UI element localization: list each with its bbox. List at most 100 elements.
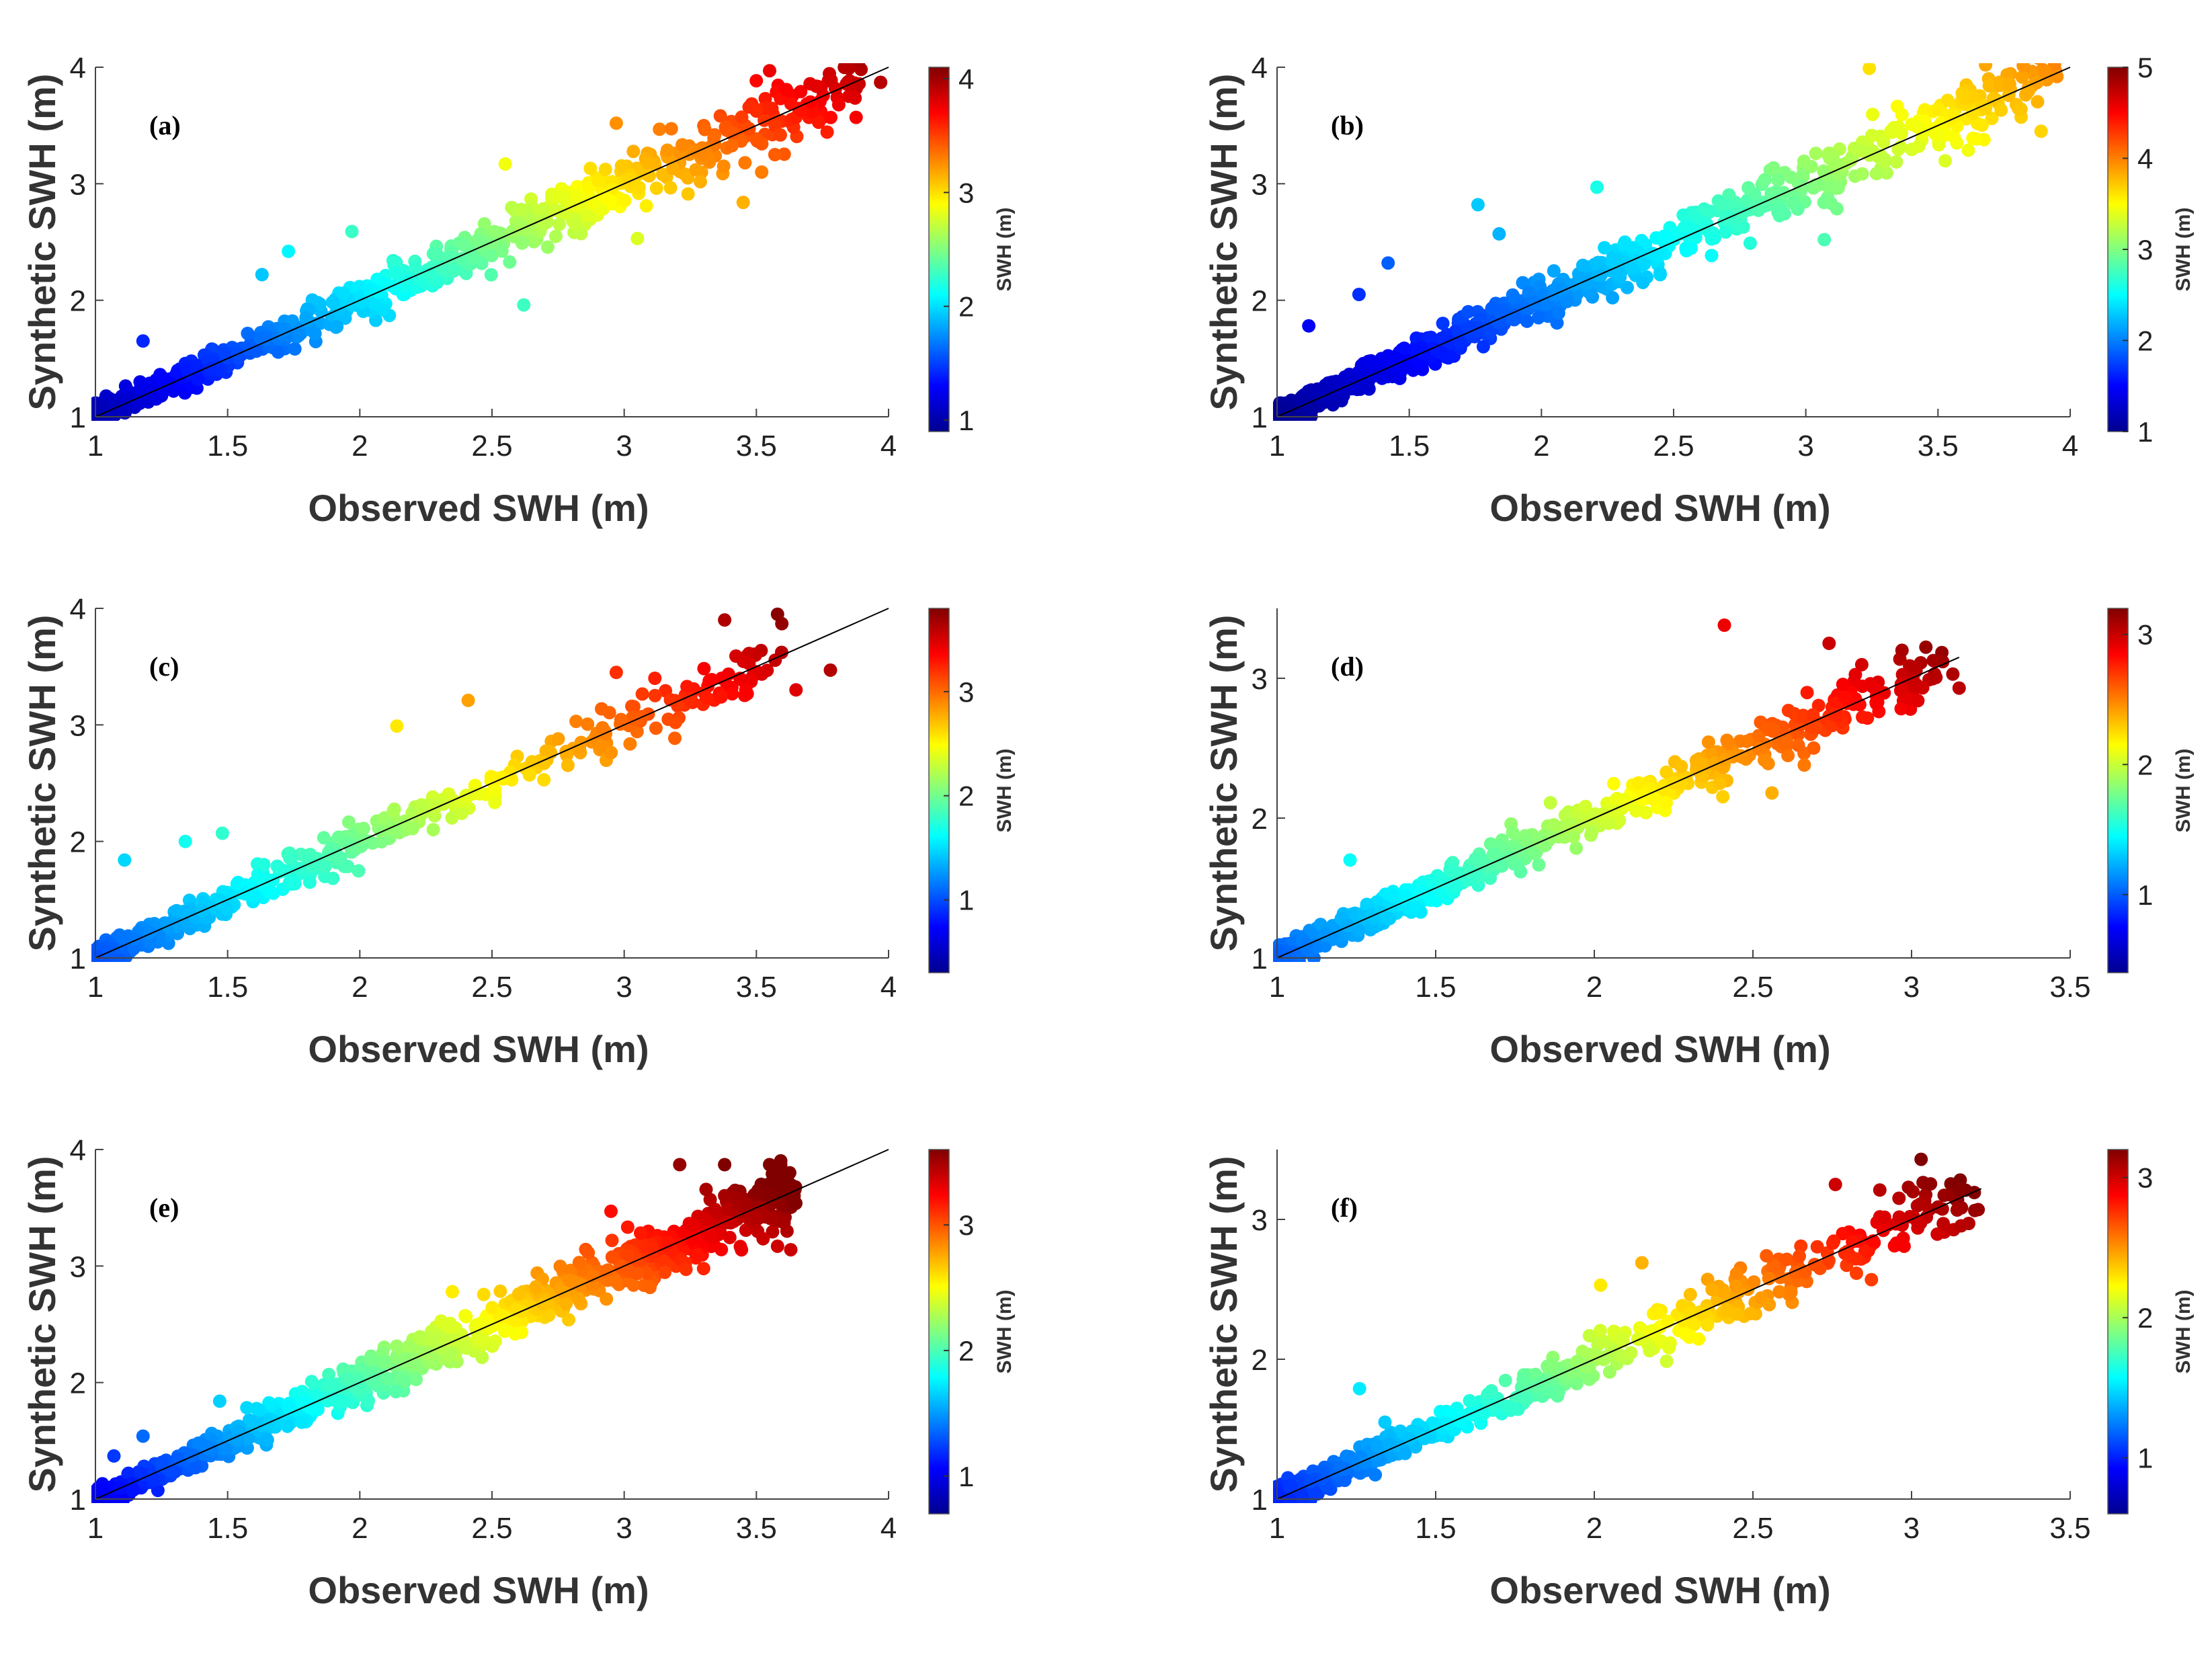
scatter-point xyxy=(1366,366,1381,380)
colorbar-label: SWH (m) xyxy=(2172,749,2195,833)
scatter-point xyxy=(421,1346,435,1361)
scatter-point xyxy=(609,666,623,680)
scatter-point xyxy=(1800,686,1814,700)
y-tick-label: 3 xyxy=(70,709,86,742)
scatter-point xyxy=(567,1275,581,1289)
scatter-point xyxy=(1387,890,1401,903)
colorbar-label: SWH (m) xyxy=(993,1290,1016,1374)
scatter-point xyxy=(1273,951,1284,962)
scatter-point xyxy=(1930,128,1944,142)
scatter-point xyxy=(231,1433,245,1447)
y-tick-label: 3 xyxy=(70,168,86,201)
scatter-point xyxy=(1302,319,1316,333)
scatter-point xyxy=(1822,637,1836,650)
scatter-point xyxy=(689,163,703,177)
panel-label: (a) xyxy=(149,110,181,140)
scatter-point xyxy=(417,802,431,816)
colorbar-label: SWH (m) xyxy=(2172,208,2195,292)
y-axis-title: Synthetic SWH (m) xyxy=(21,74,63,411)
scatter-point xyxy=(284,851,298,865)
scatter-point xyxy=(1653,266,1667,280)
x-axis-title: Observed SWH (m) xyxy=(308,1569,649,1611)
y-tick-label: 3 xyxy=(70,1250,86,1283)
scatter-point xyxy=(1631,776,1645,790)
scatter-point xyxy=(842,63,856,75)
scatter-point xyxy=(278,864,292,878)
scatter-point xyxy=(1607,253,1621,267)
scatter-point xyxy=(219,1442,233,1456)
scatter-point xyxy=(559,1297,573,1311)
scatter-point xyxy=(1765,786,1779,800)
scatter-point xyxy=(402,1339,416,1353)
scatter-point xyxy=(215,826,229,840)
fit-line xyxy=(1276,656,1960,959)
scatter-point xyxy=(643,1281,657,1295)
scatter-point xyxy=(1830,157,1844,171)
scatter-point xyxy=(91,950,102,962)
y-axis-title: Synthetic SWH (m) xyxy=(1202,615,1245,952)
scatter-point xyxy=(390,719,404,733)
scatter-point xyxy=(642,169,656,183)
scatter-point xyxy=(455,251,469,266)
scatter-point xyxy=(1852,698,1867,712)
colorbar xyxy=(928,1149,950,1515)
scatter-point xyxy=(598,163,612,176)
scatter-point xyxy=(1598,241,1612,255)
scatter-point xyxy=(794,85,808,99)
scatter-point xyxy=(1492,227,1506,241)
scatter-point xyxy=(308,327,322,341)
scatter-point xyxy=(1486,847,1500,861)
scatter-point xyxy=(1516,276,1530,290)
scatter-point xyxy=(1606,290,1620,305)
scatter-point xyxy=(1520,833,1534,847)
scatter-point xyxy=(97,1482,111,1496)
scatter-point xyxy=(645,1241,659,1255)
scatter-point xyxy=(784,1243,798,1257)
scatter-point xyxy=(1352,288,1366,301)
scatter-point xyxy=(742,100,756,114)
scatter-point xyxy=(1865,128,1879,143)
scatter-point xyxy=(824,110,837,124)
scatter-point xyxy=(177,904,191,918)
scatter-point xyxy=(1526,846,1541,860)
scatter-point xyxy=(553,1259,567,1273)
scatter-point xyxy=(1532,858,1546,872)
scatter-point xyxy=(280,1419,294,1433)
scatter-point xyxy=(1895,643,1909,657)
scatter-point xyxy=(770,1239,784,1253)
scatter-point xyxy=(136,1467,150,1481)
scatter-point xyxy=(668,731,682,745)
x-tick-label: 1.5 xyxy=(1389,430,1430,462)
scatter-point xyxy=(1824,196,1838,210)
y-tick-label: 2 xyxy=(1252,285,1268,318)
scatter-point xyxy=(632,180,646,194)
scatter-point xyxy=(1758,173,1772,187)
y-tick-label: 1 xyxy=(70,401,86,434)
scatter-point xyxy=(1584,825,1598,840)
scatter-point xyxy=(622,172,636,186)
y-tick-label: 1 xyxy=(1252,401,1268,434)
scatter-point xyxy=(470,1330,485,1344)
scatter-point xyxy=(1931,102,1945,116)
scatter-point xyxy=(1926,653,1940,668)
scatter-point xyxy=(1854,657,1869,672)
scatter-point xyxy=(536,204,550,218)
scatter-point xyxy=(788,1196,801,1210)
scatter-point xyxy=(1766,161,1780,175)
scatter-point xyxy=(756,1232,770,1246)
scatter-point xyxy=(388,266,402,280)
scatter-point xyxy=(733,1240,747,1254)
scatter-point xyxy=(1381,256,1395,270)
y-tick-label: 2 xyxy=(1252,803,1268,836)
scatter-point xyxy=(699,1182,713,1197)
scatter-point xyxy=(1676,208,1690,222)
scatter-point xyxy=(1786,196,1800,210)
x-tick-label: 1.5 xyxy=(207,430,248,462)
scatter-point xyxy=(1543,796,1557,810)
colorbar-tick-label: 3 xyxy=(958,177,974,208)
scatter-point xyxy=(299,311,313,325)
scatter-point xyxy=(2023,43,2037,56)
x-tick-label: 1 xyxy=(87,1512,104,1545)
scatter-point xyxy=(714,672,729,685)
scatter-point xyxy=(257,858,271,872)
